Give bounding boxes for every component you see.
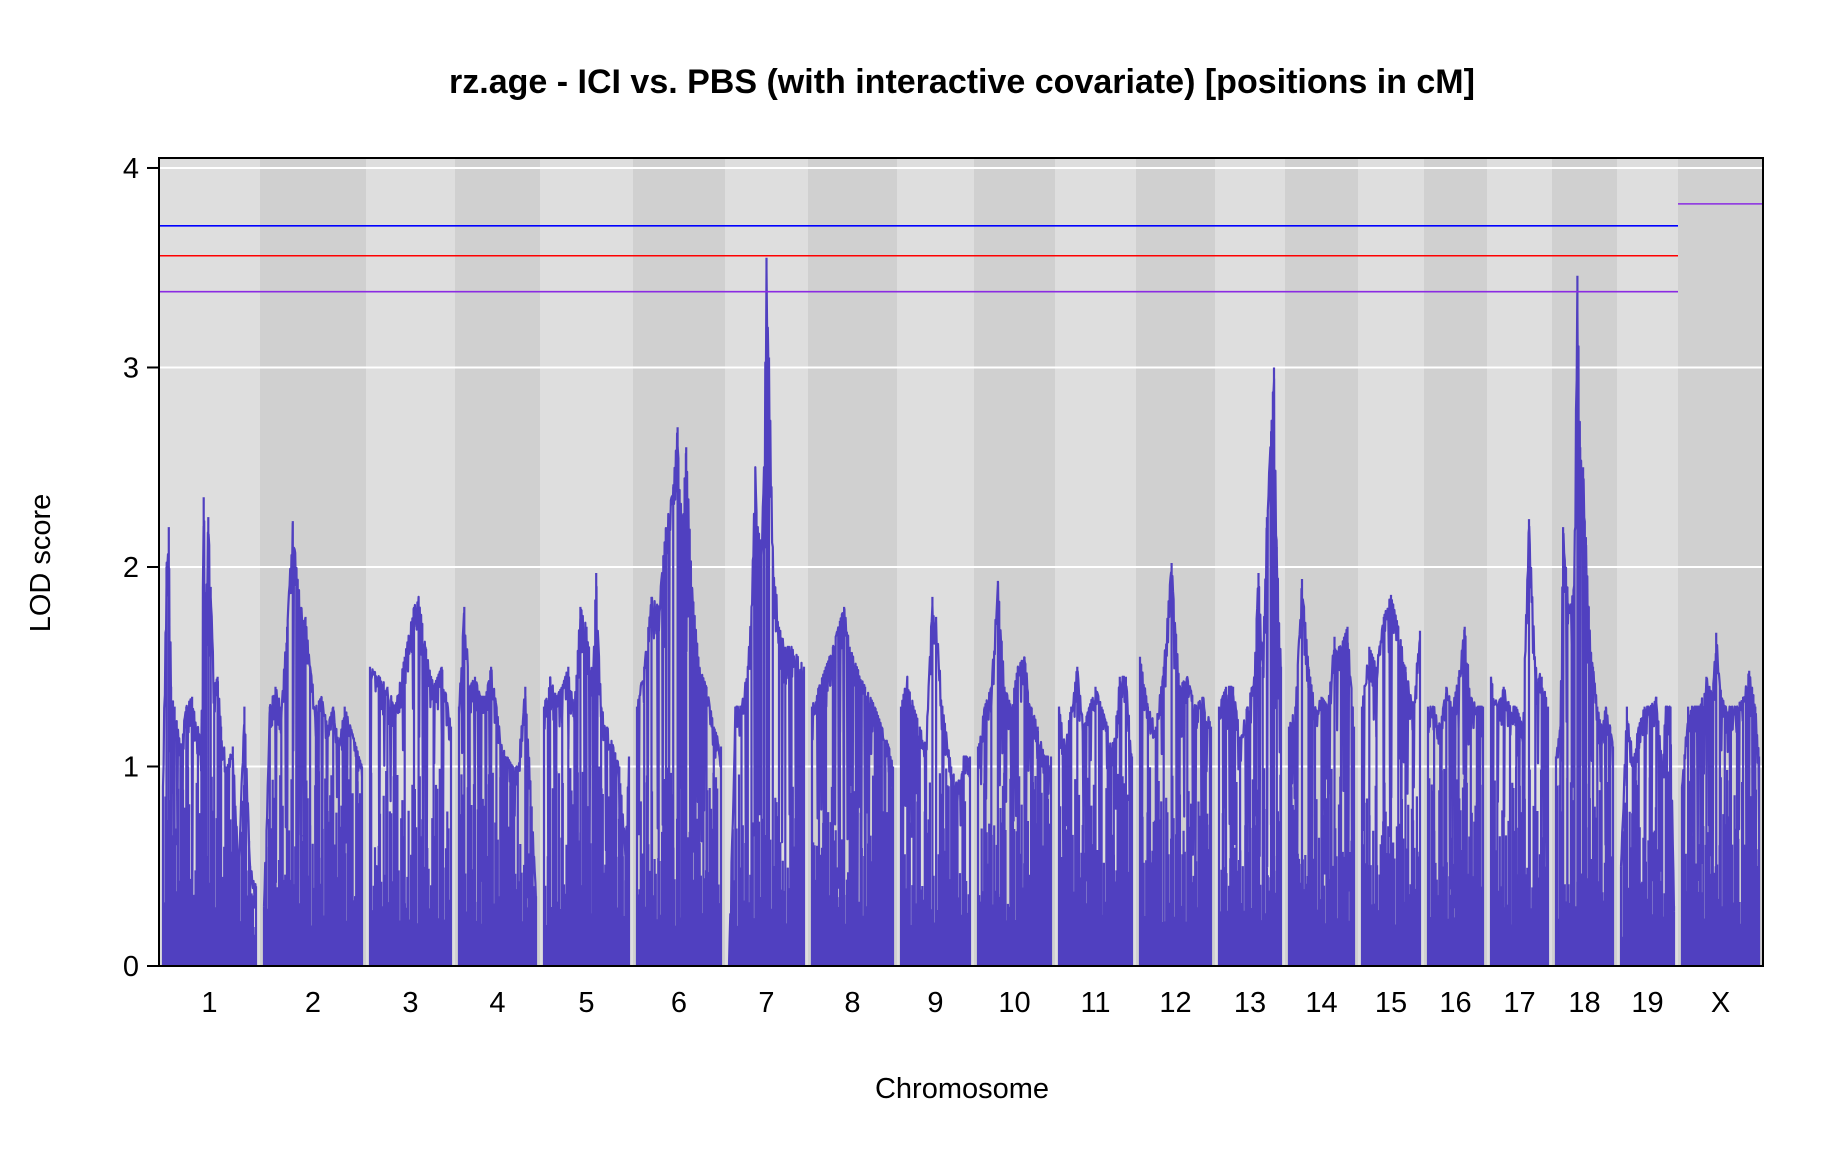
y-axis-ticks: 0 1 2 3 4: [123, 153, 159, 983]
lod-trace-chr-11: [1057, 666, 1134, 966]
y-tick-label: 3: [123, 352, 139, 384]
lod-trace-chr-14: [1287, 579, 1356, 966]
lod-trace-chr-19: [1619, 696, 1676, 966]
x-axis-label: Chromosome: [875, 1073, 1049, 1105]
x-tick-label-chr-14: 14: [1305, 987, 1337, 1019]
y-axis-label: LOD score: [25, 494, 57, 633]
x-tick-label-chr-1: 1: [201, 987, 217, 1019]
x-tick-label-chr-2: 2: [305, 987, 321, 1019]
lod-trace-chr-4: [457, 606, 538, 966]
x-tick-label-chr-X: X: [1711, 987, 1730, 1019]
lod-trace-chr-16: [1426, 626, 1485, 966]
threshold-lines: [159, 203, 1763, 293]
lod-trace-chr-9: [899, 596, 972, 966]
lod-trace-chr-6: [635, 427, 723, 966]
x-tick-label-chr-15: 15: [1375, 987, 1407, 1019]
x-tick-label-chr-17: 17: [1503, 987, 1535, 1019]
x-tick-label-chr-10: 10: [998, 987, 1030, 1019]
lod-trace-chr-18: [1554, 275, 1615, 966]
lod-series: [161, 257, 1761, 967]
lod-trace-chr-15: [1360, 594, 1422, 966]
chart-title: rz.age - ICI vs. PBS (with interactive c…: [449, 63, 1475, 101]
x-tick-label-chr-4: 4: [489, 987, 505, 1019]
y-tick-label: 4: [123, 153, 139, 185]
x-tick-label-chr-18: 18: [1568, 987, 1600, 1019]
x-tick-label-chr-8: 8: [844, 987, 860, 1019]
x-tick-label-chr-19: 19: [1631, 987, 1663, 1019]
lod-trace-chr-8: [810, 606, 895, 966]
y-tick-label: 2: [123, 552, 139, 584]
x-axis-ticks: 1 2 3 4 5 6 7 8 9 10 11 12 13 14 15 16 17 18 19 X: [201, 987, 1730, 1019]
y-tick-label: 1: [123, 751, 139, 783]
x-tick-label-chr-12: 12: [1159, 987, 1191, 1019]
x-tick-label-chr-13: 13: [1234, 987, 1266, 1019]
lod-trace-chr-7: [727, 257, 806, 967]
lod-trace-chr-5: [542, 573, 631, 966]
x-tick-label-chr-9: 9: [927, 987, 943, 1019]
x-tick-label-chr-5: 5: [578, 987, 594, 1019]
lod-trace-chr-3: [368, 595, 453, 966]
lod-trace-chr-13: [1217, 367, 1283, 966]
lod-trace-chr-2: [262, 521, 364, 966]
x-tick-label-chr-11: 11: [1080, 987, 1110, 1019]
x-tick-label-chr-3: 3: [402, 987, 418, 1019]
lod-trace-chr-X: [1680, 632, 1761, 966]
x-tick-label-chr-7: 7: [758, 987, 774, 1019]
plot-frame: [158, 157, 1764, 967]
y-tick-label: 0: [123, 951, 139, 983]
lod-trace-chr-17: [1489, 519, 1550, 966]
x-tick-label-chr-6: 6: [671, 987, 687, 1019]
x-tick-label-chr-16: 16: [1439, 987, 1471, 1019]
lod-trace-chr-12: [1138, 563, 1213, 966]
lod-trace-chr-1: [161, 497, 258, 966]
lod-trace-chr-10: [976, 580, 1053, 966]
